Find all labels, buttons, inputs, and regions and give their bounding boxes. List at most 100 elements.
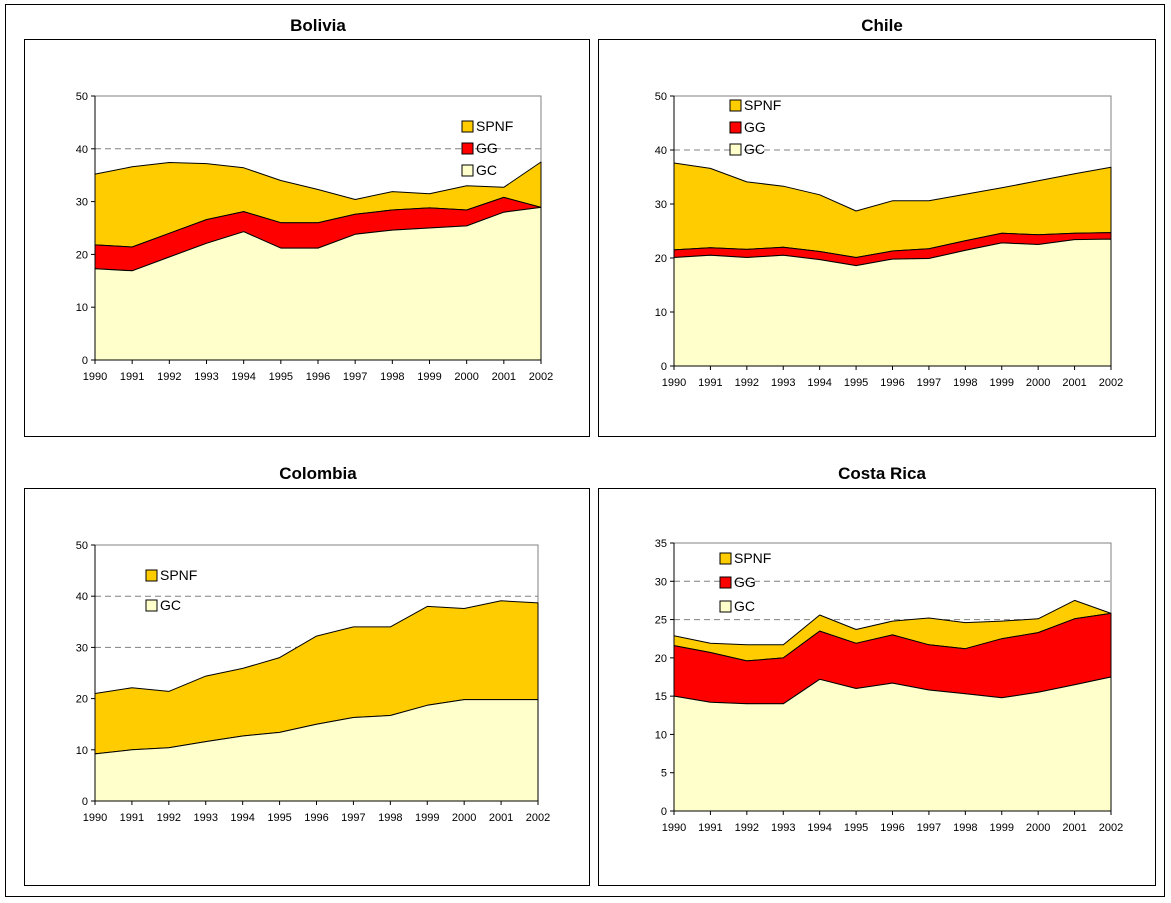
x-tick-label: 1995 xyxy=(844,822,868,834)
x-tick-label: 1993 xyxy=(194,812,218,824)
x-tick-label: 1993 xyxy=(771,822,795,834)
legend-label-spnf: SPNF xyxy=(160,567,197,583)
x-tick-label: 2002 xyxy=(1099,822,1123,834)
x-tick-label: 2001 xyxy=(1062,377,1086,389)
x-tick-label: 2000 xyxy=(1026,822,1050,834)
x-tick-label: 1991 xyxy=(120,371,144,383)
x-tick-label: 1993 xyxy=(194,371,218,383)
y-tick-label: 30 xyxy=(76,197,88,209)
legend-label-gg: GG xyxy=(744,119,766,135)
legend-label-gc: GC xyxy=(160,597,181,613)
y-tick-label: 25 xyxy=(655,615,667,627)
chart-panel-bolivia: 0 10 20 30 40 50 1990 1991 1992 1993 1994 1995 1996 1… xyxy=(24,39,590,437)
y-tick-label: 20 xyxy=(655,653,667,665)
x-tick-label: 1998 xyxy=(953,822,977,834)
x-tick-label: 1992 xyxy=(735,822,759,834)
x-tick-label: 2000 xyxy=(1026,377,1050,389)
x-tick-label: 1996 xyxy=(304,812,328,824)
x-tick-label: 1992 xyxy=(157,371,181,383)
legend-swatch-spnf xyxy=(461,120,474,133)
legend-swatch-gg xyxy=(719,576,732,589)
legend-swatch-gc xyxy=(719,600,732,613)
x-tick-label: 1997 xyxy=(917,822,941,834)
x-tick-label: 1991 xyxy=(698,377,722,389)
y-tick-label: 30 xyxy=(655,199,667,211)
y-tick-label: 20 xyxy=(76,249,88,261)
x-tick-label: 1992 xyxy=(735,377,759,389)
y-tick-label: 0 xyxy=(82,796,88,808)
y-tick-label: 10 xyxy=(655,729,667,741)
x-tick-label: 1994 xyxy=(807,822,831,834)
x-tick-label: 1994 xyxy=(231,371,255,383)
x-tick-label: 1999 xyxy=(990,377,1014,389)
legend-swatch-spnf xyxy=(729,99,742,112)
legend-label-gc: GC xyxy=(476,162,497,178)
legend-swatch-gc xyxy=(145,599,158,612)
x-tick-label: 1994 xyxy=(807,377,831,389)
chart-panel-costa-rica: 0 5 10 15 20 25 30 35 1990 1991 1992 1993 1994 1995 19… xyxy=(598,488,1156,886)
x-tick-label: 1999 xyxy=(990,822,1014,834)
legend-label-gg: GG xyxy=(476,140,498,156)
chart-title-colombia: Colombia xyxy=(279,464,357,483)
y-tick-label: 35 xyxy=(655,538,667,550)
x-tick-label: 1997 xyxy=(343,371,367,383)
y-tick-label: 10 xyxy=(76,302,88,314)
x-tick-label: 1995 xyxy=(844,377,868,389)
y-tick-label: 0 xyxy=(82,355,88,367)
x-tick-label: 1998 xyxy=(378,812,402,824)
x-tick-label: 2002 xyxy=(529,371,553,383)
x-tick-label: 1993 xyxy=(771,377,795,389)
y-tick-label: 20 xyxy=(655,253,667,265)
legend-swatch-gc xyxy=(729,143,742,156)
legend-swatch-gc xyxy=(461,164,474,177)
x-tick-label: 2002 xyxy=(1099,377,1123,389)
x-tick-label: 1997 xyxy=(341,812,365,824)
legend-swatch-spnf xyxy=(719,552,732,565)
x-tick-label: 2001 xyxy=(489,812,513,824)
chart-panel-colombia: 0 10 20 30 40 50 1990 1991 1992 1993 1994 1995 1996 1… xyxy=(24,488,590,886)
x-tick-label: 1992 xyxy=(157,812,181,824)
y-tick-label: 50 xyxy=(76,91,88,103)
y-tick-label: 50 xyxy=(655,91,667,103)
x-tick-label: 1999 xyxy=(417,371,441,383)
chart-title-costa-rica: Costa Rica xyxy=(838,464,926,483)
legend-swatch-gg xyxy=(461,142,474,155)
x-tick-label: 2001 xyxy=(1062,822,1086,834)
chart-title-bolivia: Bolivia xyxy=(290,16,346,35)
chart-costa-rica: 0 5 10 15 20 25 30 35 1990 1991 1992 1993 1994 1995 19… xyxy=(655,538,1123,834)
legend-swatch-gg xyxy=(729,121,742,134)
x-tick-label: 1997 xyxy=(917,377,941,389)
y-tick-label: 40 xyxy=(76,591,88,603)
x-tick-label: 1998 xyxy=(953,377,977,389)
y-tick-label: 0 xyxy=(661,806,667,818)
x-tick-label: 1995 xyxy=(269,371,293,383)
x-tick-label: 1990 xyxy=(662,822,686,834)
y-tick-label: 15 xyxy=(655,691,667,703)
y-tick-label: 30 xyxy=(76,642,88,654)
y-tick-label: 10 xyxy=(76,745,88,757)
chart-panel-chile: 0 10 20 30 40 50 1990 1991 1992 1993 1994 1995 1996 1… xyxy=(598,39,1156,437)
x-tick-label: 1990 xyxy=(83,812,107,824)
y-tick-label: 5 xyxy=(661,768,667,780)
chart-bolivia: 0 10 20 30 40 50 1990 1991 1992 1993 1994 1995 1996 1… xyxy=(76,91,553,383)
x-tick-label: 1991 xyxy=(120,812,144,824)
legend-swatch-spnf xyxy=(145,569,158,582)
x-tick-label: 1996 xyxy=(306,371,330,383)
x-tick-label: 1990 xyxy=(83,371,107,383)
legend-label-gc: GC xyxy=(734,598,755,614)
x-tick-label: 2001 xyxy=(492,371,516,383)
y-tick-label: 20 xyxy=(76,694,88,706)
x-tick-label: 2000 xyxy=(452,812,476,824)
x-tick-label: 1995 xyxy=(267,812,291,824)
x-tick-label: 1998 xyxy=(380,371,404,383)
legend-label-gc: GC xyxy=(744,141,765,157)
chart-colombia: 0 10 20 30 40 50 1990 1991 1992 1993 1994 1995 1996 1… xyxy=(76,540,550,824)
chart-chile: 0 10 20 30 40 50 1990 1991 1992 1993 1994 1995 1996 1… xyxy=(655,91,1123,389)
y-tick-label: 50 xyxy=(76,540,88,552)
y-tick-label: 40 xyxy=(76,144,88,156)
y-tick-label: 10 xyxy=(655,307,667,319)
y-tick-label: 0 xyxy=(661,361,667,373)
legend-label-spnf: SPNF xyxy=(744,97,781,113)
x-tick-label: 1996 xyxy=(880,377,904,389)
x-tick-label: 1994 xyxy=(230,812,254,824)
